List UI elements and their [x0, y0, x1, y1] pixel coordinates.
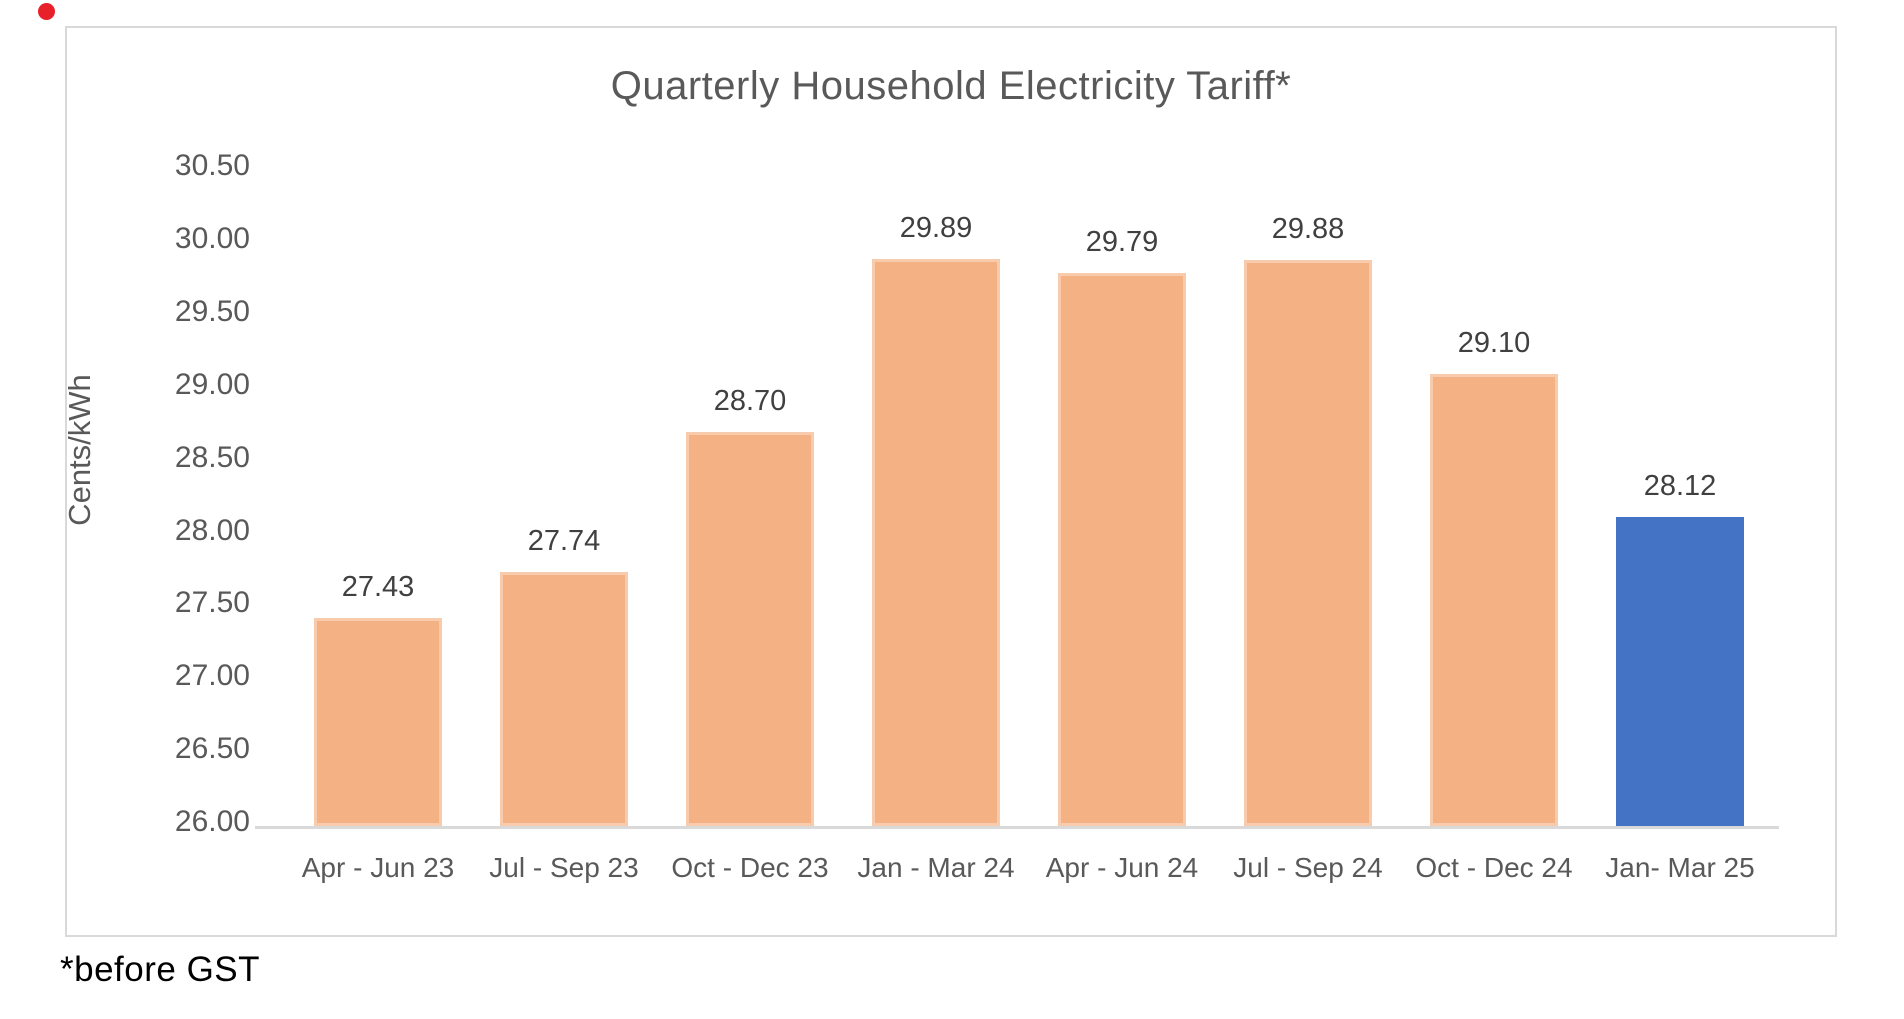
x-category-label: Oct - Dec 23: [671, 852, 829, 883]
bar-slot: 29.10: [1401, 28, 1587, 826]
bar-Jan - Mar 24: [872, 259, 1000, 826]
x-category-label: Oct - Dec 24: [1415, 852, 1573, 883]
bar-data-label: 29.79: [1085, 226, 1159, 258]
y-tick-label: 28.00: [174, 513, 250, 547]
bar-data-label: 29.10: [1457, 327, 1531, 359]
x-axis-line: [255, 826, 1779, 829]
y-tick-label: 29.50: [174, 294, 250, 328]
bar-Apr - Jun 23: [314, 618, 442, 826]
bar-data-label: 28.70: [713, 385, 787, 417]
bar-data-label: 29.89: [899, 212, 973, 244]
x-category-label: Apr - Jun 24: [1045, 852, 1199, 883]
x-category-label: Jul - Sep 24: [1233, 852, 1383, 883]
chart-footnote: *before GST: [60, 950, 261, 989]
y-tick-label: 28.50: [174, 440, 250, 474]
y-tick-label: 30.50: [174, 149, 250, 182]
bar-data-label: 27.43: [341, 571, 415, 603]
bar-slot: 29.88: [1215, 28, 1401, 826]
y-tick-label: 27.50: [174, 586, 250, 620]
bar-slot: 27.74: [471, 28, 657, 826]
bar-slot: 28.12: [1587, 28, 1773, 826]
plot-area: 27.43 27.74 28.70 29.89 29.79 29.88 29.10 28.12: [285, 28, 1773, 828]
y-tick-label: 27.00: [174, 659, 250, 693]
bar-Oct - Dec 23: [686, 432, 814, 826]
x-category-label: Apr - Jun 23: [301, 852, 455, 883]
bar-data-label: 29.88: [1271, 213, 1345, 245]
x-category-label: Jan- Mar 25: [1605, 852, 1755, 883]
bar-slot: 29.79: [1029, 28, 1215, 826]
y-tick-label: 30.00: [174, 221, 250, 255]
chart-container: Quarterly Household Electricity Tariff* …: [62, 26, 1837, 937]
bar-Apr - Jun 24: [1058, 273, 1186, 826]
red-dot-indicator: [38, 3, 55, 20]
bar-Oct - Dec 24: [1430, 374, 1558, 826]
y-tick-label: 29.00: [174, 367, 250, 401]
bar-data-label: 27.74: [527, 525, 601, 557]
bar-data-label: 28.12: [1643, 470, 1717, 502]
bar-slot: 27.43: [285, 28, 471, 826]
bar-Jul - Sep 24: [1244, 260, 1372, 826]
bar-slot: 28.70: [657, 28, 843, 826]
y-tick-label: 26.00: [174, 805, 250, 839]
x-category-label: Jan - Mar 24: [857, 852, 1015, 883]
bar-Jan- Mar 25: [1616, 517, 1744, 826]
bar-slot: 29.89: [843, 28, 1029, 826]
y-tick-label: 26.50: [174, 732, 250, 766]
chart-title: Quarterly Household Electricity Tariff*: [610, 64, 1292, 108]
x-category-label: Jul - Sep 23: [489, 852, 639, 883]
bar-Jul - Sep 23: [500, 572, 628, 826]
